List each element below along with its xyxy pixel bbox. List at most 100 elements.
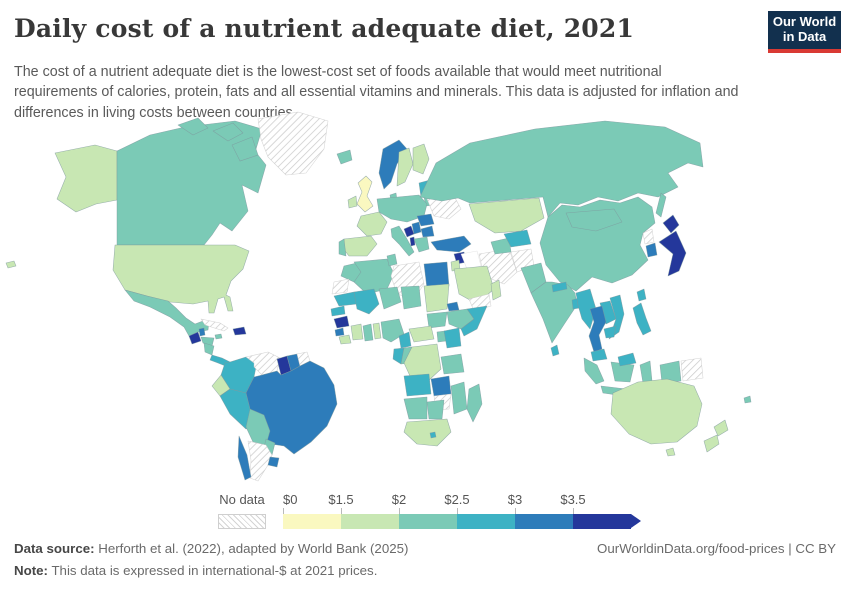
country-somalia[interactable] [460,305,488,337]
country-mongolia[interactable] [565,208,623,232]
country-russia[interactable] [419,120,704,218]
country-portugal[interactable] [338,238,347,257]
country-ghana[interactable] [362,323,374,342]
country-central-african-republic[interactable] [408,325,435,343]
country-myanmar[interactable] [575,288,597,330]
country-western-sahara[interactable] [331,278,350,295]
country-argentina[interactable] [247,440,273,482]
legend-segment[interactable] [515,514,573,529]
country-madagascar[interactable] [466,383,483,423]
country-australia[interactable] [610,378,703,445]
country-malaysia-borneo[interactable] [617,352,637,367]
country-taiwan[interactable] [636,288,647,302]
country-guinea[interactable] [333,315,350,329]
country-cameroon[interactable] [398,331,412,349]
owid-logo[interactable]: Our World in Data [768,11,841,53]
country-thailand[interactable] [588,305,607,353]
legend-segment[interactable] [283,514,341,529]
country-cambodia[interactable] [603,325,617,339]
legend-segment[interactable] [341,514,399,529]
country-mozambique[interactable] [450,381,468,415]
country-romania[interactable] [416,213,435,227]
legend-segment[interactable] [457,514,515,529]
country-australia-tasmania[interactable] [665,447,676,457]
country-zambia[interactable] [430,375,452,397]
country-united-states-hawaii[interactable] [5,260,17,269]
country-chad[interactable] [400,285,422,310]
country-turkey[interactable] [430,235,472,253]
country-canada-arctic-2[interactable] [212,122,244,142]
country-botswana[interactable] [426,399,445,420]
country-france[interactable] [356,211,388,237]
country-uk[interactable] [356,175,374,213]
country-russia-sakhalin[interactable] [655,192,667,218]
country-turkmenistan[interactable] [490,237,512,255]
country-namibia[interactable] [403,396,428,420]
country-eritrea[interactable] [446,301,460,312]
country-north-korea[interactable] [642,228,655,245]
country-south-africa[interactable] [403,418,452,447]
country-senegal[interactable] [330,305,346,317]
country-south-sudan[interactable] [426,311,448,329]
country-united-states-alaska[interactable] [54,144,118,213]
country-niger[interactable] [378,286,402,310]
country-indonesia-sulawesi[interactable] [639,360,653,384]
country-guatemala[interactable] [188,331,202,345]
country-finland[interactable] [412,143,430,175]
country-united-states[interactable] [112,244,250,314]
country-indonesia-papua[interactable] [659,360,682,384]
country-mali[interactable] [353,288,380,315]
country-hispaniola[interactable] [232,326,247,336]
country-sierra-leone[interactable] [334,327,345,337]
country-cuba[interactable] [200,318,229,332]
country-cote-divoire[interactable] [350,323,364,341]
legend-segment[interactable] [399,514,457,529]
country-fiji[interactable] [743,395,752,404]
legend-segment[interactable] [573,514,631,529]
country-tanzania[interactable] [440,353,465,375]
country-iceland[interactable] [336,149,353,165]
country-tunisia[interactable] [386,253,398,267]
country-greece[interactable] [413,236,430,253]
country-canada-arctic-1[interactable] [177,117,209,136]
country-canada[interactable] [116,120,267,246]
owid-link[interactable]: OurWorldinData.org/food-prices | CC BY [597,541,836,556]
country-japan-hokkaido[interactable] [662,214,680,234]
country-albania[interactable] [409,236,416,247]
country-chile[interactable] [237,435,252,481]
country-bulgaria[interactable] [420,225,435,238]
country-italy[interactable] [390,225,415,257]
country-kazakhstan[interactable] [468,197,545,234]
country-philippines[interactable] [632,302,652,336]
country-sweden[interactable] [396,147,414,187]
country-spain[interactable] [340,235,378,257]
country-sri-lanka[interactable] [550,344,560,357]
country-iraq[interactable] [460,250,482,270]
country-nepal[interactable] [551,281,568,293]
country-japan-honshu[interactable] [658,230,687,277]
country-indonesia-sumatra[interactable] [583,357,605,385]
country-ireland[interactable] [347,195,358,209]
country-sudan[interactable] [423,283,450,313]
country-angola[interactable] [403,373,432,397]
country-south-korea[interactable] [645,242,658,258]
country-malaysia-peninsula[interactable] [590,348,608,362]
country-greenland[interactable] [257,111,329,176]
country-belize[interactable] [198,327,206,337]
country-mauritania[interactable] [333,291,358,307]
country-oman[interactable] [490,279,502,301]
country-new-zealand-south[interactable] [703,434,720,453]
country-nigeria[interactable] [380,318,405,343]
country-kenya[interactable] [443,327,462,349]
country-liberia[interactable] [338,334,352,345]
country-papua-new-guinea[interactable] [680,357,704,382]
country-togo-benin[interactable] [372,322,382,340]
country-vietnam[interactable] [608,294,625,340]
country-bosnia[interactable] [403,225,415,238]
country-canada-baffin[interactable] [231,136,259,162]
country-serbia[interactable] [411,221,422,235]
country-new-zealand-north[interactable] [713,419,729,437]
country-lesotho[interactable] [429,431,437,439]
no-data-swatch[interactable] [218,514,266,529]
country-uruguay[interactable] [267,456,280,468]
